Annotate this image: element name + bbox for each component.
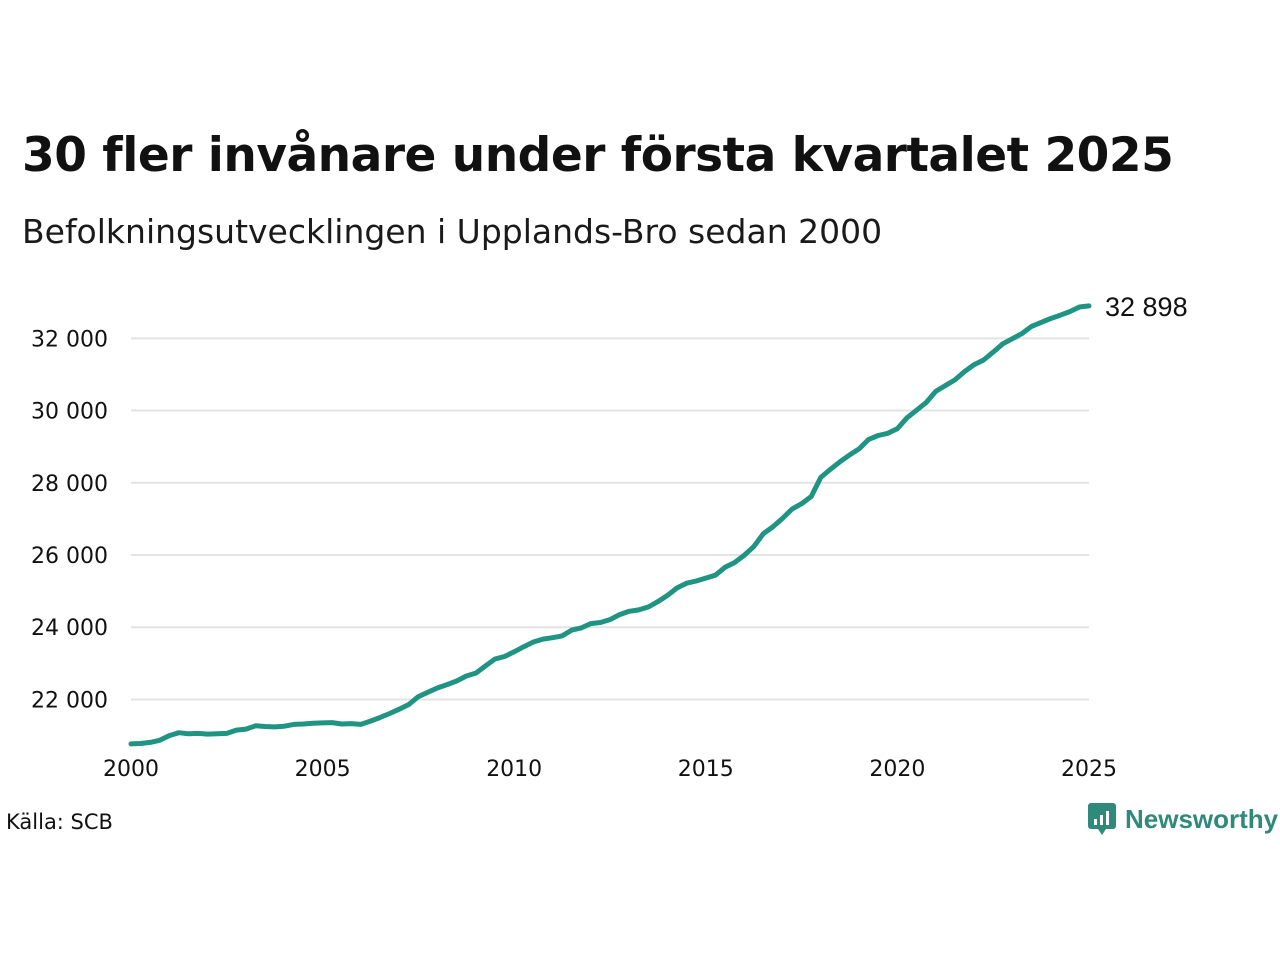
last-value-label: 32 898 <box>1105 292 1188 322</box>
y-tick-label: 28 000 <box>31 472 108 497</box>
y-tick-label: 30 000 <box>31 400 108 425</box>
source-credit: Källa: SCB <box>6 810 113 834</box>
y-tick-label: 24 000 <box>31 616 108 641</box>
brand-name: Newsworthy <box>1125 803 1279 834</box>
x-tick-label: 2010 <box>486 757 542 782</box>
y-tick-label: 32 000 <box>31 327 108 352</box>
x-tick-label: 2000 <box>103 757 159 782</box>
x-tick-label: 2005 <box>295 757 351 782</box>
series-group <box>128 303 1092 747</box>
chart-subtitle: Befolkningsutvecklingen i Upplands-Bro s… <box>22 212 883 251</box>
y-tick-label: 22 000 <box>31 688 108 713</box>
chart-title: 30 fler invånare under första kvartalet … <box>22 128 1174 183</box>
brand-logo: Newsworthy <box>1087 802 1278 836</box>
gridlines <box>131 337 1089 701</box>
x-axis-tick-labels: 2000 2005 2010 2015 2020 2025 <box>103 757 1117 782</box>
x-tick-label: 2025 <box>1061 757 1117 782</box>
y-axis-tick-labels: 22 000 24 000 26 000 28 000 30 000 32 000 <box>31 327 108 713</box>
x-tick-label: 2015 <box>678 757 734 782</box>
y-tick-label: 26 000 <box>31 544 108 569</box>
population-series-line <box>128 303 1092 747</box>
x-tick-label: 2020 <box>869 757 925 782</box>
newsworthy-logo-icon <box>1088 803 1116 835</box>
